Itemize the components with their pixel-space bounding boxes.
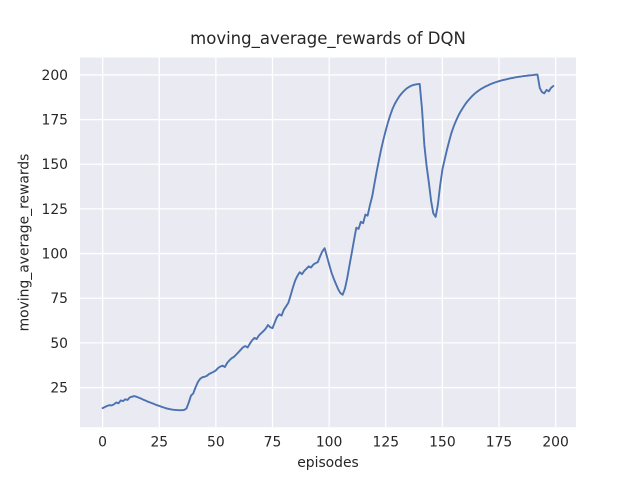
y-tick-label: 175 (41, 113, 68, 129)
x-tick-label: 125 (373, 435, 400, 451)
y-tick-label: 25 (50, 381, 68, 397)
y-tick-label: 75 (50, 291, 68, 307)
y-tick-label: 200 (41, 68, 68, 84)
y-tick-label: 50 (50, 336, 68, 352)
x-tick-label: 100 (316, 435, 343, 451)
x-tick-label: 25 (150, 435, 168, 451)
x-axis-label: episodes (297, 455, 359, 471)
axes-background (80, 57, 576, 428)
reward-line (101, 73, 555, 412)
y-tick-label: 125 (41, 202, 68, 218)
x-tick-label: 150 (429, 435, 456, 451)
x-tick-label: 50 (207, 435, 225, 451)
chart-title: moving_average_rewards of DQN (190, 29, 466, 48)
x-tick-label: 200 (542, 435, 569, 451)
x-tick-label: 0 (98, 435, 107, 451)
x-tick-label: 75 (264, 435, 282, 451)
y-tick-label: 150 (41, 157, 68, 173)
y-tick-label: 100 (41, 247, 68, 263)
x-tick-label: 175 (486, 435, 513, 451)
